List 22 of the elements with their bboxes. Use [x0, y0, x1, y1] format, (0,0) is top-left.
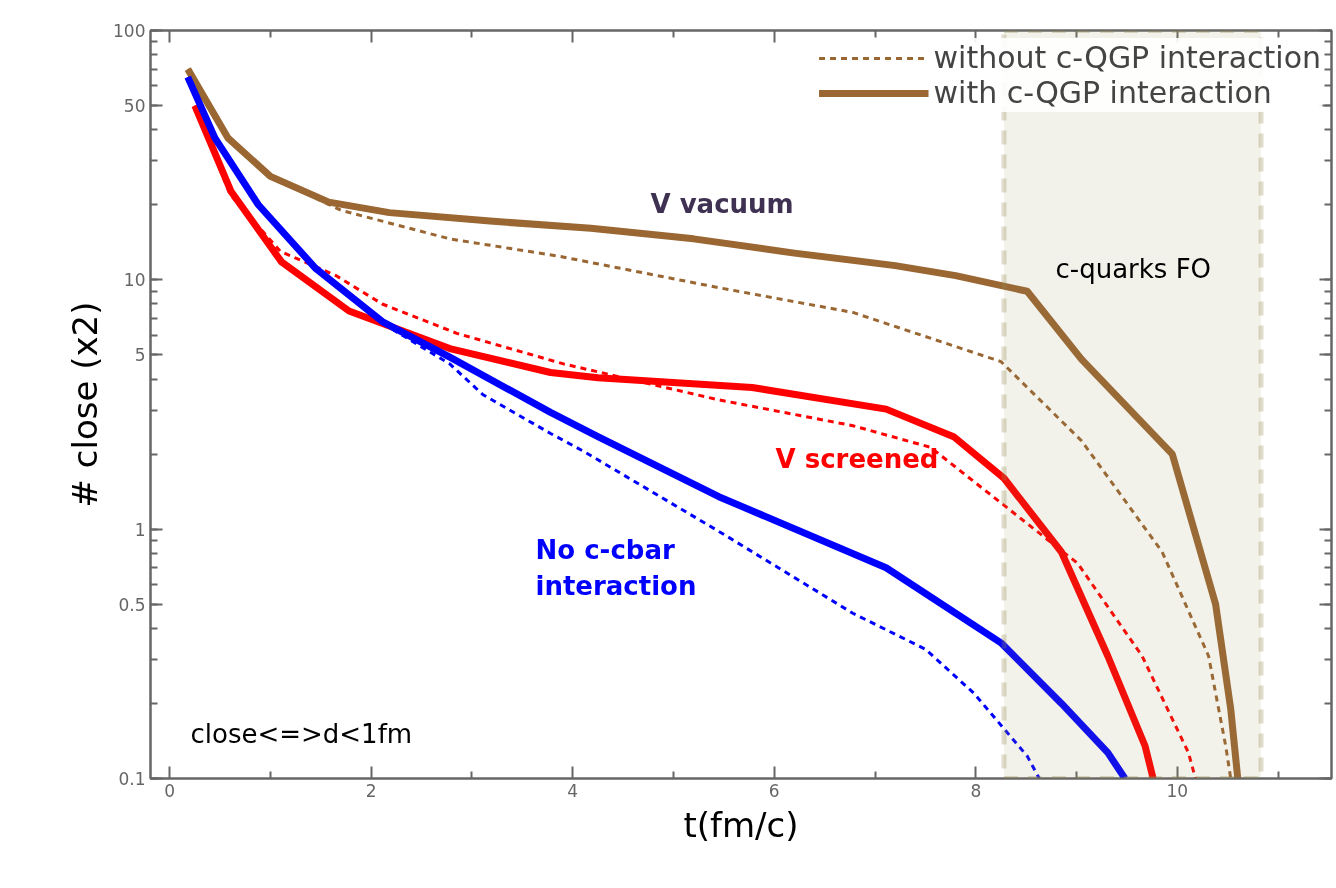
y-tick-label: 0.1: [118, 769, 146, 789]
y-tick-label: 5: [134, 345, 146, 366]
x-axis-title: t(fm/c): [683, 804, 799, 845]
annotation: close<=>d<1fm: [190, 718, 413, 749]
legend-label: with c-QGP interaction: [933, 75, 1272, 110]
x-tick-label: 2: [365, 780, 377, 801]
y-tick-label: 100: [113, 21, 146, 41]
annotation: No c-cbar interaction: [535, 534, 697, 601]
x-tick-label: 6: [768, 780, 780, 801]
y-tick-label: 10: [123, 270, 146, 291]
annotation: c-quarks FO: [1055, 253, 1212, 284]
annotation: V vacuum: [650, 188, 794, 219]
x-tick-label: 10: [1166, 780, 1189, 801]
x-tick-label: 4: [567, 780, 579, 801]
y-axis-title: # close (x2): [65, 301, 106, 508]
x-tick-label: 8: [970, 780, 982, 801]
legend-label: without c-QGP interaction: [933, 40, 1321, 75]
y-tick-label: 0.5: [118, 594, 146, 615]
x-tick-label: 0: [164, 780, 176, 801]
annotation: V screened: [775, 443, 939, 474]
y-tick-label: 1: [134, 519, 146, 540]
y-tick-label: 50: [123, 96, 146, 117]
